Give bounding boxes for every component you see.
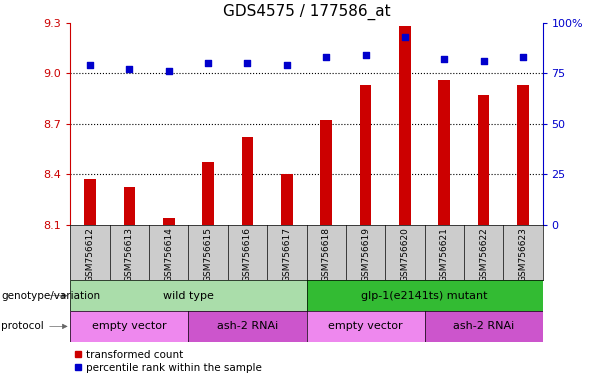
Bar [320, 121, 332, 225]
Bar [517, 85, 529, 225]
Bar [70, 311, 189, 342]
Text: GSM756614: GSM756614 [164, 227, 173, 282]
Text: GSM756623: GSM756623 [519, 227, 527, 282]
Bar [281, 174, 293, 225]
Bar [202, 162, 214, 225]
Bar [124, 187, 135, 225]
Bar [360, 85, 371, 225]
Text: GSM756616: GSM756616 [243, 227, 252, 282]
Text: GSM756618: GSM756618 [322, 227, 330, 282]
Text: ash-2 RNAi: ash-2 RNAi [217, 321, 278, 331]
Text: GSM756613: GSM756613 [125, 227, 134, 282]
Text: GSM756615: GSM756615 [204, 227, 213, 282]
Bar [189, 311, 306, 342]
Bar [424, 311, 543, 342]
Text: empty vector: empty vector [328, 321, 403, 331]
Text: GSM756620: GSM756620 [400, 227, 409, 282]
Point [282, 62, 292, 68]
Text: GSM756619: GSM756619 [361, 227, 370, 282]
Bar [478, 95, 489, 225]
Point [85, 62, 95, 68]
Bar [438, 80, 450, 225]
Point [164, 68, 173, 74]
Text: empty vector: empty vector [92, 321, 167, 331]
Bar [242, 137, 253, 225]
Text: GSM756621: GSM756621 [440, 227, 449, 282]
Bar [306, 280, 543, 311]
Text: ash-2 RNAi: ash-2 RNAi [453, 321, 514, 331]
Bar [306, 311, 424, 342]
Point [400, 34, 409, 40]
Point [243, 60, 253, 66]
Point [124, 66, 134, 73]
Text: protocol: protocol [1, 321, 44, 331]
Point [204, 60, 213, 66]
Title: GDS4575 / 177586_at: GDS4575 / 177586_at [223, 4, 390, 20]
Text: GSM756617: GSM756617 [283, 227, 291, 282]
Bar [70, 280, 306, 311]
Text: glp-1(e2141ts) mutant: glp-1(e2141ts) mutant [361, 291, 488, 301]
Text: GSM756622: GSM756622 [479, 227, 488, 282]
Text: wild type: wild type [163, 291, 214, 301]
Legend: transformed count, percentile rank within the sample: transformed count, percentile rank withi… [70, 346, 266, 377]
Bar [163, 218, 175, 225]
Point [479, 58, 489, 65]
Point [321, 54, 331, 60]
Point [518, 54, 528, 60]
Point [440, 56, 449, 63]
Text: genotype/variation: genotype/variation [1, 291, 101, 301]
Point [360, 52, 370, 58]
Bar [84, 179, 96, 225]
Text: GSM756612: GSM756612 [86, 227, 94, 282]
Bar [399, 26, 411, 225]
